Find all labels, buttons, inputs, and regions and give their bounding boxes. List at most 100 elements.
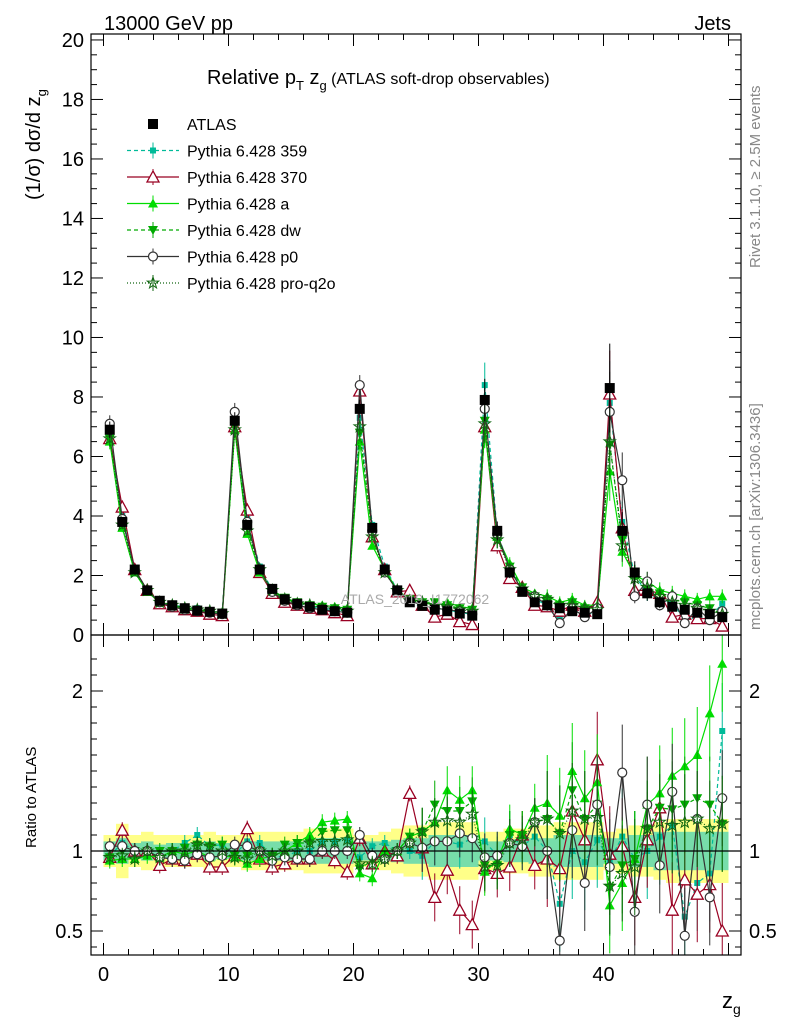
y-tick-label: 2	[73, 565, 84, 587]
ratio-point	[677, 872, 692, 886]
ratio-point	[240, 821, 255, 835]
legend-entry: Pythia 6.428 p0	[127, 248, 298, 267]
data-point	[365, 529, 380, 543]
ratio-point	[440, 862, 455, 876]
data-point	[342, 607, 353, 618]
legend-label: Pythia 6.428 359	[187, 144, 307, 161]
data-point	[642, 588, 653, 599]
data-point	[465, 617, 480, 631]
ratio-point	[554, 935, 565, 946]
data-point	[489, 532, 505, 546]
ratio-point	[702, 821, 718, 835]
main-axes: 0 2 4 6 8 10 12 14 16 18 20	[62, 30, 742, 647]
ratio-point	[452, 902, 467, 916]
data-point	[719, 600, 726, 607]
legend-label: Pythia 6.428 pro-q2o	[187, 276, 336, 293]
data-point	[352, 419, 367, 433]
ratio-point	[577, 811, 593, 826]
ratio-point	[277, 843, 293, 858]
data-point	[567, 606, 578, 617]
ratio-point	[719, 728, 726, 734]
ratio-point	[427, 890, 442, 904]
data-point	[367, 522, 378, 533]
data-point	[242, 519, 253, 530]
data-point	[504, 567, 515, 578]
ratio-point	[177, 843, 193, 858]
legend-marker	[148, 119, 158, 129]
legend-entry: ATLAS	[148, 117, 237, 134]
ratio-point	[602, 878, 618, 893]
ratio-point	[477, 859, 493, 874]
ratio-point	[427, 814, 443, 829]
y-tick-label: 12	[62, 268, 84, 290]
legend-marker	[147, 251, 159, 262]
ratio-point	[377, 851, 393, 866]
ratio-point	[152, 849, 168, 864]
ratio-point	[317, 817, 328, 827]
ratio-point	[164, 843, 180, 858]
ratio-point	[464, 806, 480, 821]
data-point	[602, 434, 617, 448]
data-point	[354, 403, 365, 414]
data-point	[304, 601, 315, 612]
series-line	[109, 385, 723, 621]
x-tick-label: 10	[217, 964, 239, 986]
ratio-y-tick-label-right: 2	[749, 681, 760, 703]
ratio-point	[317, 827, 328, 837]
mcplots-label: mcplots.cern.ch [arXiv:1306.3436]	[747, 403, 764, 630]
data-point	[692, 594, 703, 604]
x-axis-title: zg	[722, 988, 741, 1017]
title-main: Relative p	[207, 67, 296, 89]
ratio-point	[689, 811, 705, 826]
ratio-line	[109, 810, 723, 888]
ratio-point	[329, 815, 340, 825]
title-sub-t: T	[296, 78, 304, 93]
legend-marker	[148, 226, 158, 235]
ratio-point	[402, 786, 417, 800]
ratio-point	[214, 843, 230, 858]
ratio-y-tick-label-right: 0.5	[749, 921, 777, 943]
data-point	[129, 564, 140, 575]
main-y-axis-title: (1/σ) dσ/d zg	[23, 89, 49, 200]
legend-label: ATLAS	[187, 117, 237, 134]
ratio-point	[715, 923, 730, 937]
data-point	[604, 383, 615, 394]
data-point	[617, 475, 628, 486]
ratio-point	[564, 803, 580, 818]
data-point	[717, 612, 728, 623]
x-tick-label: 40	[592, 964, 614, 986]
ratio-point	[414, 824, 430, 838]
ratio-point	[204, 852, 215, 863]
data-point	[117, 516, 128, 527]
data-point	[354, 379, 365, 391]
data-point	[679, 604, 690, 615]
ratio-point	[527, 814, 543, 829]
data-point	[556, 614, 563, 621]
ratio-point	[139, 843, 155, 858]
data-point	[665, 609, 680, 623]
data-point	[467, 610, 478, 621]
data-point	[692, 607, 703, 618]
data-point	[579, 607, 590, 618]
x-tick-label: 20	[342, 964, 364, 986]
ratio-y-axis-title: Ratio to ATLAS	[23, 747, 40, 848]
data-point	[629, 567, 640, 578]
series-pythia-6-428-359	[106, 361, 726, 624]
ratio-point	[489, 857, 505, 872]
legend-entry: Pythia 6.428 370	[127, 169, 307, 187]
data-point	[542, 600, 553, 611]
legend: ATLAS Pythia 6.428 359 Pythia 6.428 370 Pyt…	[127, 117, 336, 293]
data-point	[204, 606, 215, 617]
ratio-point	[527, 858, 542, 872]
ratio-point	[717, 658, 728, 668]
data-point	[452, 614, 467, 628]
data-point	[267, 583, 278, 594]
ratio-point	[102, 849, 118, 864]
legend-label: Pythia 6.428 p0	[187, 250, 298, 267]
series-pythia-6-428-pro-q2o	[102, 404, 730, 621]
data-point	[179, 603, 190, 614]
ratio-point	[327, 833, 343, 848]
legend-label: Pythia 6.428 a	[187, 197, 289, 214]
ratio-point	[227, 849, 243, 864]
